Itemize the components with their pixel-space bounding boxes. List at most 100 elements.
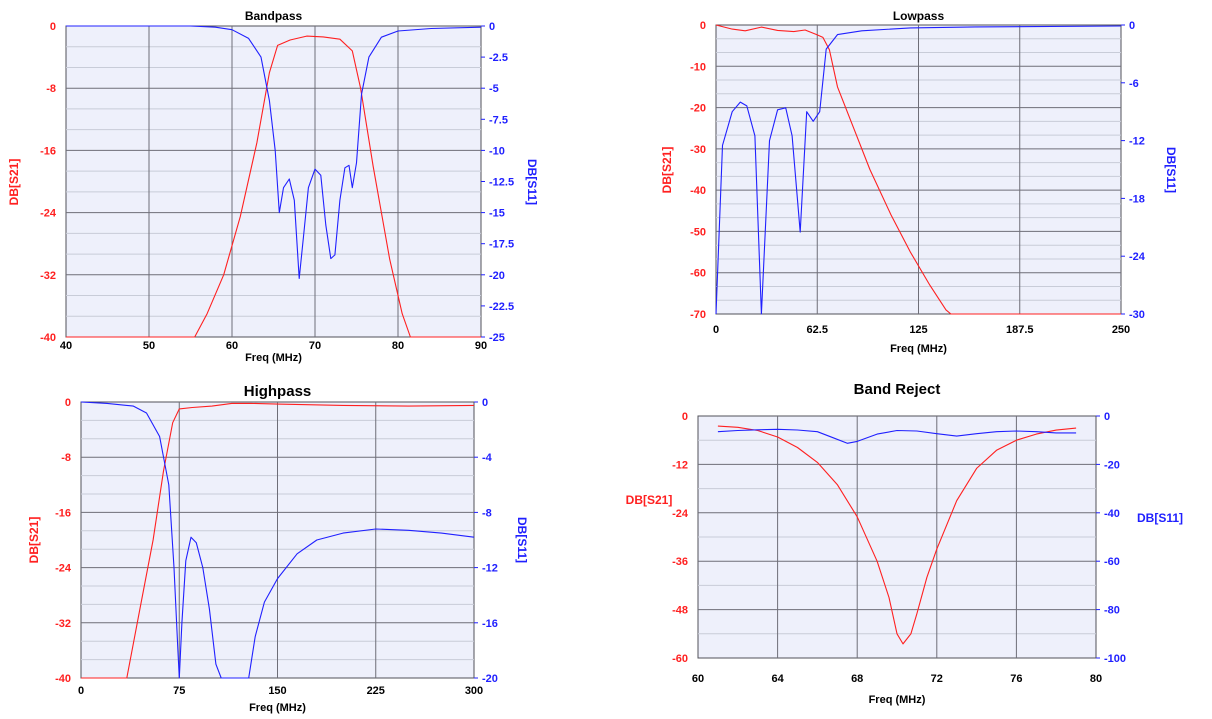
right-tick-label: -16 xyxy=(482,618,498,630)
right-tick-label: -20 xyxy=(1104,459,1120,471)
left-tick-label: -16 xyxy=(55,507,71,519)
x-axis-label: Freq (MHz) xyxy=(869,694,926,706)
right-tick-label: -5 xyxy=(489,83,499,95)
x-tick-label: 50 xyxy=(143,340,155,352)
series-line-s21 xyxy=(715,24,1121,315)
right-tick-label: -25 xyxy=(489,332,505,344)
chart-title: Lowpass xyxy=(893,9,945,23)
right-tick-label: -30 xyxy=(1129,309,1145,321)
right-tick-label: -6 xyxy=(1129,78,1139,90)
series-line-s21 xyxy=(81,402,475,679)
left-tick-label: 0 xyxy=(65,397,71,409)
x-tick-label: 40 xyxy=(60,340,72,352)
right-tick-label: -2.5 xyxy=(489,52,508,64)
x-tick-label: 90 xyxy=(475,340,487,352)
right-tick-label: -40 xyxy=(1104,508,1120,520)
x-tick-label: 76 xyxy=(1010,673,1022,685)
left-axis-label: DB[S21] xyxy=(27,517,41,564)
x-tick-label: 225 xyxy=(367,685,385,697)
left-axis-label: DB[S21] xyxy=(660,147,674,194)
x-tick-label: 187.5 xyxy=(1006,324,1034,336)
left-tick-label: -48 xyxy=(672,605,688,617)
left-tick-label: -32 xyxy=(55,618,71,630)
x-tick-label: 300 xyxy=(465,685,483,697)
x-tick-label: 72 xyxy=(931,673,943,685)
chart-lowpass: Lowpass 0 -10 -20 -30 -40 -50 -60 -70 0 -6 -12 -18 -2… xyxy=(660,9,1178,355)
right-axis-label: DB[S11] xyxy=(1164,147,1178,193)
x-tick-label: 80 xyxy=(1090,673,1102,685)
series-line-s21 xyxy=(66,35,481,338)
left-tick-label: -24 xyxy=(55,563,72,575)
left-tick-label: -20 xyxy=(690,103,706,115)
series-line-s11 xyxy=(80,401,475,679)
x-tick-label: 68 xyxy=(851,673,863,685)
left-tick-label: -30 xyxy=(690,144,706,156)
right-axis-label: DB[S11] xyxy=(525,159,539,205)
left-tick-label: -12 xyxy=(672,459,688,471)
left-tick-label: -50 xyxy=(690,226,706,238)
left-axis-label: DB[S21] xyxy=(626,493,673,507)
x-tick-label: 62.5 xyxy=(807,324,828,336)
right-tick-label: -4 xyxy=(482,452,493,464)
x-tick-label: 80 xyxy=(392,340,404,352)
chart-highpass: Highpass 0 -8 -16 -24 -32 -40 0 -4 -8 -12 -16 -20 0 75… xyxy=(27,383,529,714)
right-tick-label: -15 xyxy=(489,208,505,220)
x-tick-label: 64 xyxy=(771,673,784,685)
left-tick-label: -40 xyxy=(40,332,56,344)
x-tick-label: 60 xyxy=(692,673,704,685)
right-axis-label: DB[S11] xyxy=(1137,511,1183,525)
left-tick-label: -16 xyxy=(40,145,56,157)
chart-title: Band Reject xyxy=(854,381,941,398)
left-tick-label: -32 xyxy=(40,270,56,282)
x-axis-label: Freq (MHz) xyxy=(890,343,947,355)
plot-area xyxy=(65,25,482,338)
right-tick-label: -24 xyxy=(1129,251,1146,263)
right-tick-label: 0 xyxy=(482,397,488,409)
right-tick-label: -7.5 xyxy=(489,114,508,126)
left-tick-label: -10 xyxy=(690,61,706,73)
right-tick-label: -20 xyxy=(482,673,498,685)
right-tick-label: 0 xyxy=(489,21,495,33)
right-tick-label: 0 xyxy=(1129,20,1135,32)
left-tick-label: -24 xyxy=(672,508,689,520)
x-tick-label: 250 xyxy=(1112,324,1130,336)
x-tick-label: 125 xyxy=(909,324,927,336)
x-axis-label: Freq (MHz) xyxy=(245,352,302,364)
left-tick-label: 0 xyxy=(682,411,688,423)
left-tick-label: -36 xyxy=(672,556,688,568)
series-line-s21 xyxy=(717,425,1077,645)
right-tick-label: -8 xyxy=(482,507,492,519)
left-tick-label: 0 xyxy=(50,21,56,33)
x-tick-label: 75 xyxy=(173,685,185,697)
x-axis-label: Freq (MHz) xyxy=(249,702,306,714)
x-tick-label: 150 xyxy=(268,685,286,697)
chart-bandpass: Bandpass 0 -8 -16 -24 -32 -40 0 -2.5 -5 -7.5 -10 -12… xyxy=(7,9,539,364)
series-line-s11 xyxy=(66,25,482,280)
right-tick-label: -22.5 xyxy=(489,301,514,313)
left-tick-label: -40 xyxy=(690,185,706,197)
series-line-s11 xyxy=(717,428,1077,444)
left-tick-label: -8 xyxy=(61,452,71,464)
x-tick-label: 0 xyxy=(78,685,84,697)
left-axis-label: DB[S21] xyxy=(7,159,21,206)
left-tick-label: -60 xyxy=(690,268,706,280)
right-tick-label: -18 xyxy=(1129,193,1145,205)
right-tick-label: -20 xyxy=(489,270,505,282)
chart-title: Bandpass xyxy=(245,9,303,23)
x-tick-label: 60 xyxy=(226,340,238,352)
chart-title: Highpass xyxy=(244,383,312,400)
right-tick-label: -100 xyxy=(1104,653,1126,665)
x-tick-label: 70 xyxy=(309,340,321,352)
right-tick-label: -12 xyxy=(1129,136,1145,148)
x-tick-label: 0 xyxy=(713,324,719,336)
left-tick-label: 0 xyxy=(700,20,706,32)
right-tick-label: -60 xyxy=(1104,556,1120,568)
left-tick-label: -8 xyxy=(46,83,56,95)
series-line-s11 xyxy=(715,25,1122,315)
right-tick-label: -12.5 xyxy=(489,177,514,189)
right-tick-label: -17.5 xyxy=(489,239,514,251)
left-tick-label: -60 xyxy=(672,653,688,665)
chart-band-reject: Band Reject 0 -12 -24 -36 -48 -60 0 -20 -40 -60 -80… xyxy=(626,381,1183,706)
right-axis-label: DB[S11] xyxy=(515,517,529,563)
